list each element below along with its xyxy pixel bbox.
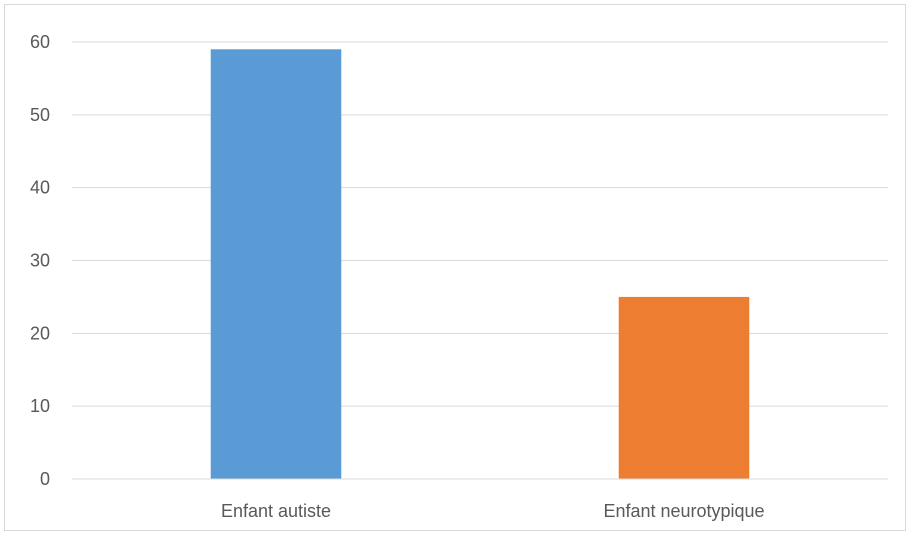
y-tick-label-0: 0 (40, 469, 50, 489)
chart-frame (4, 4, 906, 531)
x-category-label-1: Enfant autiste (221, 501, 331, 521)
y-tick-label-20: 20 (30, 323, 50, 343)
y-tick-label-60: 60 (30, 32, 50, 52)
gridlines (72, 41, 888, 407)
bar-2 (618, 296, 750, 479)
bar-1 (210, 49, 342, 480)
y-tick-label-10: 10 (30, 396, 50, 416)
y-tick-label-40: 40 (30, 178, 50, 198)
x-axis-category-labels: Enfant autiste Enfant neurotypique (221, 501, 765, 521)
y-tick-label-30: 30 (30, 251, 50, 271)
bars (210, 49, 750, 480)
x-category-label-2: Enfant neurotypique (603, 501, 764, 521)
y-axis-tick-labels: 0 10 20 30 40 50 60 (30, 32, 50, 489)
y-tick-label-50: 50 (30, 105, 50, 125)
